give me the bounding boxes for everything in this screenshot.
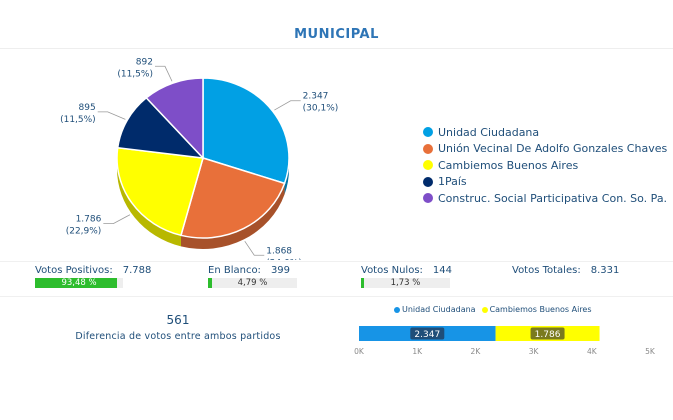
stats-divider-top [0, 261, 673, 262]
pie-label-value: 895 [79, 103, 96, 113]
legend-item[interactable]: 1País [423, 174, 667, 191]
stat-label: En Blanco: [208, 265, 261, 276]
legend-dot-3 [423, 176, 433, 187]
pie-leader-line [103, 214, 131, 225]
x-tick-label: 3K [529, 347, 540, 356]
pie-slice[interactable] [180, 157, 286, 239]
stat-fill [361, 278, 364, 288]
pie-leader-line [97, 111, 126, 120]
pie-chart[interactable]: 2.347 (30,1%) 1.868 (24,0%) 1.786 (22,9%) 895 (… [0, 55, 410, 260]
legend-item[interactable]: Cambiemos Buenos Aires [423, 157, 667, 174]
pie-leader-line [244, 240, 265, 256]
stat-blank: En Blanco: 399 [208, 265, 290, 276]
stat-percent: 4,79 % [237, 278, 268, 288]
bar-legend-item[interactable]: Unidad Ciudadana [394, 305, 476, 314]
legend-label: 1País [438, 175, 467, 189]
stat-value: 7.788 [122, 265, 152, 276]
stat-label: Votos Positivos: [35, 265, 113, 276]
legend-label: Unión Vecinal De Adolfo Gonzales Chaves [438, 142, 668, 156]
pie-label-percent: (11,5%) [60, 115, 96, 125]
pie-label-percent: (22,9%) [66, 227, 102, 237]
difference-label: Diferencia de votos entre ambos partidos [75, 331, 281, 342]
pie-slice[interactable] [116, 96, 205, 159]
title-divider [0, 48, 673, 49]
stats-divider-bottom [0, 296, 673, 297]
legend-label: Unidad Ciudadana [438, 125, 540, 139]
legend-item[interactable]: Unidad Ciudadana [423, 124, 667, 141]
legend-item[interactable]: Unión Vecinal De Adolfo Gonzales Chaves [423, 141, 667, 158]
stat-value: 144 [432, 265, 452, 276]
bar-legend-dot-0 [394, 306, 400, 313]
x-tick-label: 5K [645, 347, 656, 356]
legend-item[interactable]: Construc. Social Participativa Con. So. … [423, 190, 667, 207]
pie-label-percent: (24,0%) [266, 258, 302, 260]
bar-legend: Unidad Ciudadana Cambiemos Buenos Aires [394, 305, 598, 314]
stat-percent: 1,73 % [390, 278, 421, 288]
bar-label-box [410, 327, 445, 340]
stat-positive: Votos Positivos: 7.788 [35, 265, 151, 276]
stat-total: Votos Totales: 8.331 [512, 265, 619, 276]
pie-leader-line [154, 65, 173, 82]
stat-fill [208, 278, 213, 288]
stat-fill [35, 278, 118, 288]
difference-value: 561 [166, 313, 190, 327]
legend-dot-0 [423, 127, 433, 138]
stat-bar-blank: 4,79 % [208, 278, 297, 288]
bar-data-label: 1.786 [535, 330, 561, 340]
stat-label: Votos Totales: [512, 265, 581, 276]
legend-label: Cambiemos Buenos Aires [438, 158, 579, 172]
pie-label-value: 2.347 [303, 92, 329, 102]
pie-slice[interactable] [145, 77, 204, 160]
pie-label-value: 1.868 [266, 246, 292, 256]
bar-label-box [530, 327, 565, 340]
x-tick-label: 2K [471, 347, 482, 356]
legend-dot-2 [423, 160, 433, 171]
stat-value: 399 [270, 265, 291, 276]
pie-slice-side [117, 158, 181, 247]
bar-legend-label: Unidad Ciudadana [402, 305, 476, 314]
pie-label-value: 892 [136, 57, 153, 67]
stat-value: 8.331 [590, 265, 620, 276]
pie-leader-line [274, 100, 301, 111]
stat-bar-null: 1,73 % [361, 278, 450, 288]
page-title: MUNICIPAL [294, 27, 379, 42]
bar-legend-label: Cambiemos Buenos Aires [489, 305, 592, 314]
stat-percent: 93,48 % [61, 278, 97, 288]
bar-data-label: 2.347 [414, 330, 440, 340]
stat-null: Votos Nulos: 144 [361, 265, 452, 276]
legend-label: Construc. Social Participativa Con. So. … [438, 191, 668, 205]
bar-legend-item[interactable]: Cambiemos Buenos Aires [481, 305, 592, 314]
bar-legend-dot-1 [481, 306, 488, 313]
pie-label-percent: (11,5%) [117, 69, 153, 79]
pie-label-value: 1.786 [76, 215, 102, 225]
pie-legend: Unidad Ciudadana Unión Vecinal De Adolfo… [423, 124, 667, 207]
x-tick-label: 0K [354, 347, 365, 356]
pie-slice[interactable] [116, 146, 204, 237]
pie-label-percent: (30,1%) [303, 104, 339, 114]
legend-dot-1 [423, 143, 433, 154]
stat-label: Votos Nulos: [361, 265, 423, 276]
stats-row: Votos Positivos: 7.788 93,48 % En Blanco:… [0, 261, 673, 295]
stacked-bar-chart[interactable]: 2.347 1.786 0K 1K 2K 3K 4K 5K [350, 318, 670, 360]
pie-slice-side [180, 183, 285, 250]
pie-slice[interactable] [202, 77, 290, 185]
x-tick-label: 1K [412, 347, 423, 356]
stat-bar-positive: 93,48 % [35, 278, 123, 288]
legend-dot-4 [423, 193, 433, 204]
x-tick-label: 4K [587, 347, 598, 356]
